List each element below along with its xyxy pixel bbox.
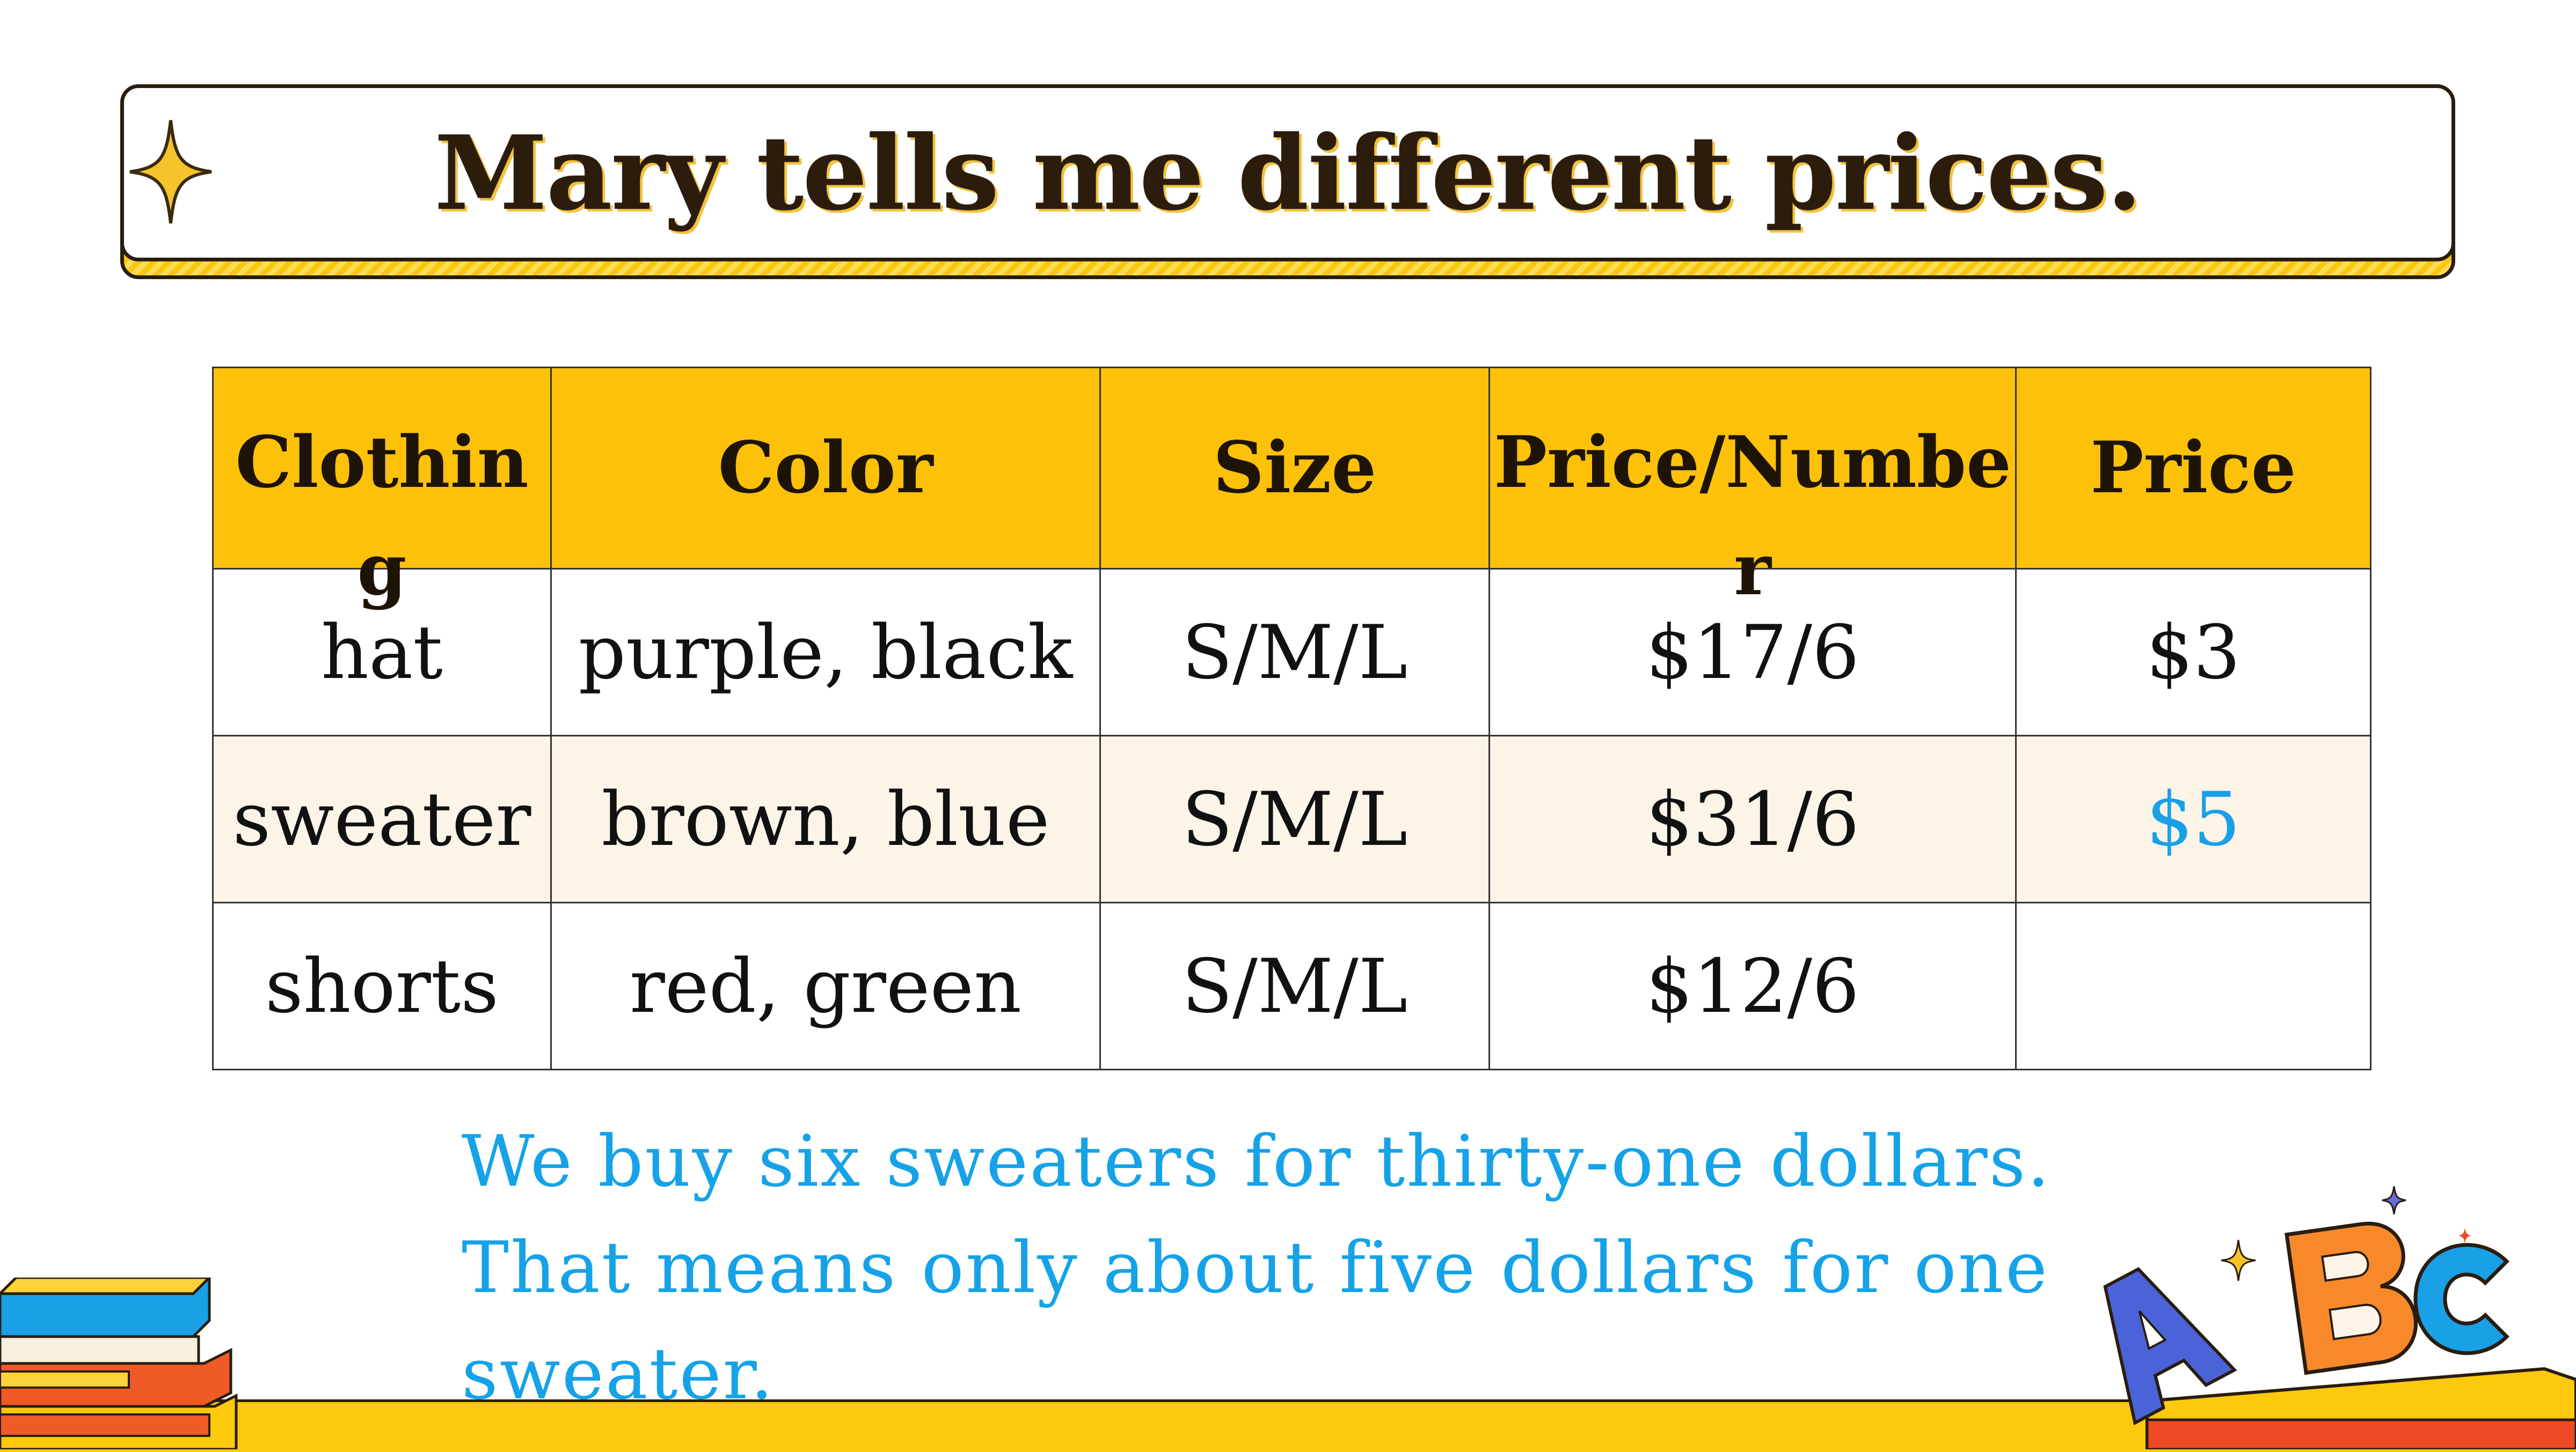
- cell-price-highlight: $5: [2015, 735, 2371, 903]
- page-title: Mary tells me different prices.: [434, 113, 2142, 233]
- cell-color: purple, black: [550, 568, 1101, 736]
- cell-size: S/M/L: [1099, 902, 1490, 1070]
- abc-blocks-icon: [2103, 1186, 2576, 1449]
- cell-color: red, green: [550, 902, 1101, 1070]
- table-row: shorts red, green S/M/L $12/6: [212, 902, 2371, 1070]
- sparkle-icon: [129, 120, 212, 224]
- explanation-line-2: That means only about five dollars for o…: [462, 1227, 2049, 1309]
- cell-color: brown, blue: [550, 735, 1101, 903]
- price-table-container: Clothing Color Size Price/Number Price h…: [212, 367, 2371, 1070]
- cell-price-empty: [2015, 902, 2371, 1070]
- cell-size: S/M/L: [1099, 568, 1490, 736]
- cell-price-number: $31/6: [1488, 735, 2017, 903]
- header-clothing-label: Clothing: [235, 421, 529, 611]
- cell-size: S/M/L: [1099, 735, 1490, 903]
- cell-clothing: shorts: [212, 902, 552, 1070]
- price-table: Clothing Color Size Price/Number Price h…: [212, 367, 2371, 1070]
- explanation-line-1: We buy six sweaters for thirty-one dolla…: [462, 1120, 2052, 1203]
- header-price: Price: [2015, 367, 2371, 570]
- header-size: Size: [1099, 367, 1490, 570]
- table-row: hat purple, black S/M/L $17/6 $3: [212, 568, 2371, 736]
- title-banner: [120, 84, 2455, 261]
- header-price-number-label: Price/Number: [1493, 421, 2012, 611]
- header-clothing: Clothing: [212, 367, 552, 611]
- cell-price-number: $17/6: [1488, 568, 2017, 736]
- table-header-row: Clothing Color Size Price/Number Price: [212, 367, 2371, 611]
- header-color: Color: [550, 367, 1101, 570]
- books-stack-icon: [0, 1278, 238, 1449]
- cell-price: $3: [2015, 568, 2371, 736]
- cell-clothing: sweater: [212, 735, 552, 903]
- table-row: sweater brown, blue S/M/L $31/6 $5: [212, 735, 2371, 903]
- cell-clothing: hat: [212, 568, 552, 736]
- header-price-number: Price/Number: [1488, 367, 2017, 611]
- explanation-text: We buy six sweaters for thirty-one dolla…: [462, 1108, 2126, 1427]
- cell-price-number: $12/6: [1488, 902, 2017, 1070]
